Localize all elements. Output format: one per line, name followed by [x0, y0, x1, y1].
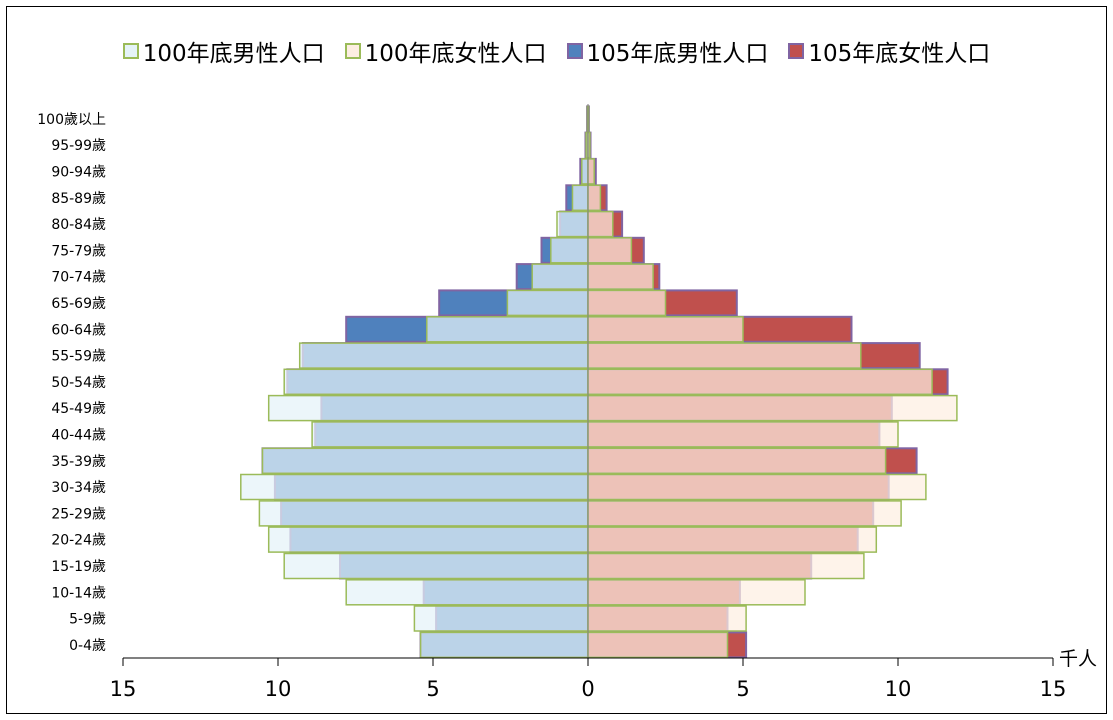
bar-male-100-1 [413, 605, 589, 632]
age-label-6: 30-34歲 [51, 480, 106, 496]
bar-male-100-11 [298, 342, 589, 369]
age-label-12: 60-64歲 [51, 322, 106, 338]
bar-male-100-2 [345, 579, 589, 606]
legend-swatch-105-female [788, 43, 805, 59]
bar-male-100-18 [581, 158, 589, 185]
bar-male-100-3 [283, 552, 589, 580]
bar-female-100-12 [587, 316, 744, 343]
bar-male-100-5 [258, 500, 589, 527]
bars-layer [240, 105, 958, 659]
age-label-13: 65-69歲 [51, 296, 106, 312]
age-label-3: 15-19歲 [51, 559, 106, 575]
age-label-15: 75-79歲 [51, 243, 106, 259]
legend-label-105-male: 105年底男性人口 [586, 41, 769, 67]
legend-swatch-100-male [122, 43, 139, 59]
bar-female-100-18 [587, 158, 595, 185]
bar-female-100-1 [587, 605, 747, 632]
age-label-19: 95-99歲 [51, 138, 106, 154]
bar-female-100-6 [587, 473, 927, 501]
age-label-7: 35-39歲 [51, 454, 106, 470]
age-label-17: 85-89歲 [51, 191, 106, 207]
legend-item-105-female: 105年底女性人口 [788, 34, 990, 68]
x-tick-label-4: 5 [736, 677, 749, 701]
age-label-14: 70-74歲 [51, 270, 106, 286]
bar-female-100-2 [587, 579, 806, 606]
bar-male-100-10 [283, 368, 589, 396]
age-label-4: 20-24歲 [51, 533, 106, 549]
x-tick-label-3: 0 [581, 677, 594, 701]
bar-female-100-9 [587, 394, 958, 422]
legend-item-100-male: 100年底男性人口 [122, 34, 325, 68]
bar-female-100-10 [587, 368, 933, 396]
bar-male-100-13 [506, 289, 589, 317]
bar-male-100-7 [261, 447, 589, 475]
bar-female-100-13 [587, 289, 667, 317]
x-tick-label-0: 15 [110, 677, 137, 701]
legend-swatch-105-male [566, 43, 583, 59]
x-axis-unit-label: 千人 [1059, 648, 1097, 670]
age-label-8: 40-44歲 [51, 427, 106, 443]
age-label-2: 10-14歲 [51, 585, 106, 601]
age-label-1: 5-9歲 [69, 612, 106, 628]
legend-item-105-male: 105年底男性人口 [566, 34, 769, 68]
bar-male-100-4 [267, 526, 589, 553]
legend-swatch-100-female [344, 43, 361, 59]
bar-female-100-7 [587, 447, 887, 475]
x-tick-label-5: 10 [885, 677, 912, 701]
bar-female-100-0 [587, 631, 729, 659]
age-label-16: 80-84歲 [51, 217, 106, 233]
bar-female-100-16 [587, 210, 614, 238]
x-tick-label-2: 5 [426, 677, 439, 701]
age-label-11: 55-59歲 [51, 349, 106, 365]
age-label-18: 90-94歲 [51, 164, 106, 180]
bar-male-100-8 [311, 421, 589, 448]
bar-female-100-8 [587, 421, 899, 448]
bar-male-100-9 [267, 394, 589, 422]
bar-male-100-16 [556, 210, 589, 238]
legend-item-100-female: 100年底女性人口 [344, 34, 547, 68]
axis-layer: 0-4歲 5-9歲 10-14歲 15-19歲 20-24歲 25-29歲 30-34歲 35… [37, 104, 1097, 701]
legend-label-100-female: 100年底女性人口 [364, 41, 547, 67]
legend-label-100-male: 100年底男性人口 [142, 41, 325, 67]
bar-female-100-15 [587, 237, 633, 264]
bar-male-100-6 [240, 473, 589, 501]
age-label-5: 25-29歲 [51, 506, 106, 522]
bar-female-100-17 [587, 184, 602, 212]
age-label-20: 100歲以上 [37, 112, 106, 128]
x-tick-label-6: 15 [1040, 677, 1067, 701]
bar-male-100-17 [571, 184, 589, 212]
bar-female-100-5 [587, 500, 902, 527]
bar-female-100-11 [587, 342, 862, 369]
legend-label-105-female: 105年底女性人口 [808, 41, 991, 67]
bar-female-100-14 [587, 263, 654, 290]
bar-female-100-3 [587, 552, 865, 580]
age-label-10: 50-54歲 [51, 375, 106, 391]
age-label-0: 0-4歲 [69, 638, 106, 654]
bar-female-100-4 [587, 526, 878, 553]
age-label-9: 45-49歲 [51, 401, 106, 417]
x-tick-label-1: 10 [265, 677, 292, 701]
bar-male-100-15 [550, 237, 589, 264]
legend: 100年底男性人口 100年底女性人口 105年底男性人口 105年底女性人口 [0, 31, 1113, 71]
bar-male-100-14 [531, 263, 589, 290]
bar-male-100-12 [426, 316, 589, 343]
bar-male-100-0 [419, 631, 589, 659]
